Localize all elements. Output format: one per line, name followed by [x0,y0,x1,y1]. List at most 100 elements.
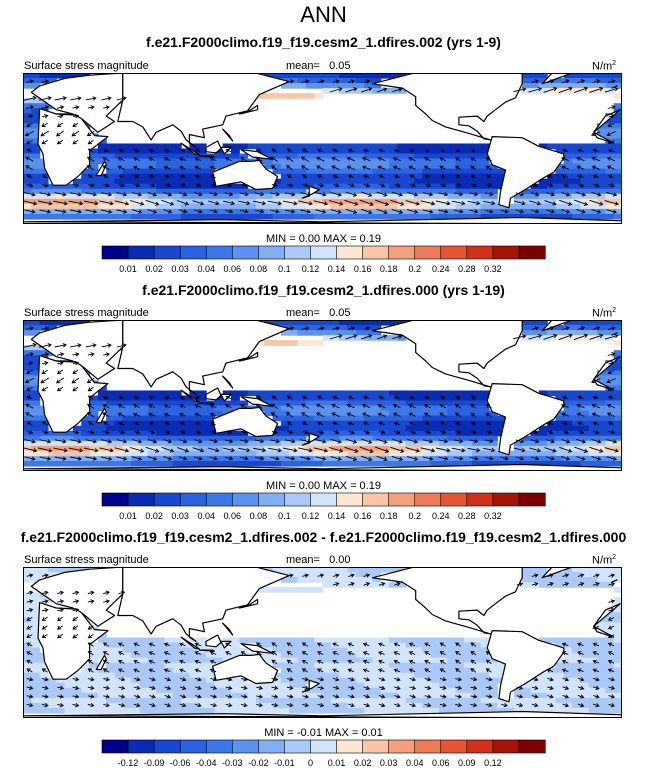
field-cell [322,198,332,205]
field-cell [272,198,282,205]
field-cell [555,662,565,669]
field-cell [164,637,174,644]
field-cell [422,435,432,442]
vector-arrow [608,174,615,179]
vector-arrowhead [140,201,145,206]
vector-arrowhead [164,148,169,153]
field-cell [597,410,606,417]
field-cell [264,395,274,402]
field-cell [513,445,523,452]
vector-arrowhead [291,192,296,197]
vector-arrowhead [308,448,313,453]
field-cell [597,168,606,175]
field-cell [397,415,407,422]
colorbar-box [388,492,416,507]
vector-arrow [287,174,293,179]
field-cell [438,687,448,694]
field-cell [463,168,473,175]
field-cell [380,395,390,402]
field-cell [222,143,232,150]
field-cell [422,143,432,150]
field-cell [289,173,299,180]
vector-arrow [528,335,542,340]
field-cell [264,687,274,694]
field-cell [280,93,290,99]
vector-arrow [238,447,250,452]
field-cell [131,425,141,432]
vector-arrow [271,184,278,187]
field-cell [364,697,374,704]
field-cell [347,88,357,94]
vector-arrowhead [579,430,585,435]
field-cell [39,193,49,200]
field-cell [347,572,357,578]
field-cell [106,657,116,664]
vector-arrowhead [243,182,248,188]
vector-arrowhead [550,192,555,197]
vector-arrowhead [246,447,251,453]
vector-arrowhead [454,157,460,161]
field-cell [347,687,357,694]
field-cell [530,203,540,210]
field-cell [563,148,573,155]
vector-arrowhead [26,148,31,153]
colorbar-tick-label: 0.04 [197,511,215,521]
field-cell [139,662,149,669]
field-cell [538,430,548,437]
vector-arrow [287,421,293,426]
vector-arrow [148,404,156,408]
field-cell [31,592,41,598]
field-cell [588,697,598,704]
vector-arrowhead [335,582,340,587]
field-cell [47,198,57,205]
field-cell [588,652,598,659]
field-cell [555,213,565,220]
field-cell [588,183,598,190]
field-cell [280,455,290,462]
colorbar-tick-label: 0.14 [328,264,346,274]
field-cell [122,445,132,452]
field-cell [372,330,382,336]
vector-arrow [391,455,403,461]
vector-arrowhead [62,439,67,444]
field-cell [122,430,132,437]
field-cell [239,682,249,689]
vector-arrowhead [103,395,108,400]
field-cell [472,183,482,190]
vector-arrowhead [440,421,445,426]
vector-arrowhead [423,157,429,161]
vector-arrow [164,413,171,417]
field-cell [339,577,349,583]
field-cell [23,687,32,694]
landmass [222,622,234,636]
vector-arrow [118,431,125,434]
vector-arrow [453,192,463,196]
field-cell [414,435,423,442]
field-cell [364,567,374,573]
field-cell [230,460,240,467]
field-cell [472,430,482,437]
field-cell [31,345,41,351]
vector-arrowhead [26,395,31,400]
field-cell [397,697,407,704]
field-cell [480,657,490,664]
vector-arrowhead [25,140,31,145]
field-cell [122,642,132,649]
field-cell [314,687,324,694]
field-cell [230,153,240,160]
vector-arrowhead [273,430,279,435]
vector-arrowhead [485,412,490,417]
vector-arrowhead [86,156,92,161]
landmass [198,155,215,158]
field-cell [314,93,324,99]
field-cell [380,178,390,185]
field-cell [264,702,274,709]
field-cell [588,188,598,195]
field-cell [372,567,382,573]
field-cell [39,350,49,356]
vector-arrow [561,404,570,409]
field-cell [538,193,548,200]
vector-arrowhead [179,148,184,153]
vector-arrow [332,327,340,330]
vector-arrowhead [577,395,582,400]
